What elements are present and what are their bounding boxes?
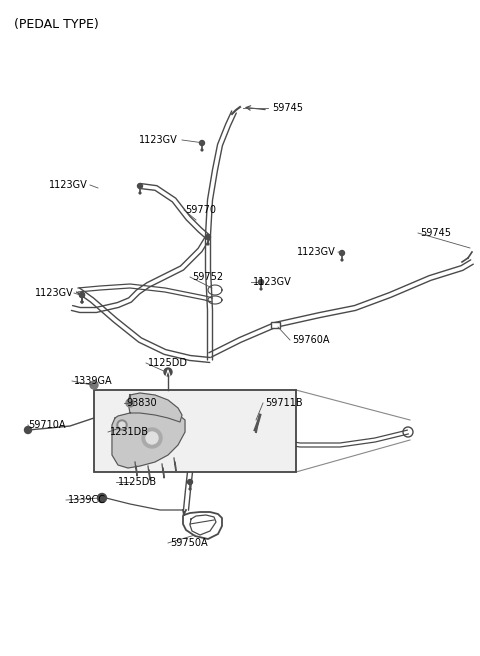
Circle shape: [81, 301, 83, 303]
Circle shape: [119, 422, 125, 428]
Circle shape: [341, 259, 343, 261]
Text: 59710A: 59710A: [28, 420, 65, 430]
Circle shape: [81, 301, 83, 303]
Circle shape: [80, 293, 84, 298]
Text: 1231DB: 1231DB: [110, 427, 149, 437]
Circle shape: [201, 149, 203, 151]
Circle shape: [189, 488, 191, 490]
Circle shape: [137, 184, 143, 188]
Text: 1123GV: 1123GV: [139, 135, 178, 145]
Bar: [271, 322, 279, 328]
Text: 1123GV: 1123GV: [35, 288, 74, 298]
Polygon shape: [128, 393, 182, 422]
Circle shape: [339, 251, 345, 255]
Circle shape: [188, 480, 192, 485]
Circle shape: [164, 368, 172, 376]
Text: 59770: 59770: [185, 205, 216, 215]
Circle shape: [97, 493, 107, 502]
Text: 59745: 59745: [420, 228, 451, 238]
Text: 59760A: 59760A: [292, 335, 329, 345]
Circle shape: [146, 432, 158, 444]
Text: 59711B: 59711B: [265, 398, 302, 408]
Circle shape: [24, 426, 32, 434]
Text: 1123GV: 1123GV: [297, 247, 336, 257]
Text: 1123GV: 1123GV: [253, 277, 292, 287]
Circle shape: [205, 234, 211, 239]
Circle shape: [90, 381, 98, 389]
Circle shape: [200, 140, 204, 146]
Bar: [94, 390, 296, 472]
Circle shape: [259, 279, 264, 285]
Circle shape: [139, 192, 141, 194]
Text: 59750A: 59750A: [170, 538, 208, 548]
Circle shape: [142, 428, 162, 448]
Text: (PEDAL TYPE): (PEDAL TYPE): [14, 18, 99, 31]
Text: 59745: 59745: [272, 103, 303, 113]
Text: 1125DD: 1125DD: [148, 358, 188, 368]
Text: 93830: 93830: [126, 398, 156, 408]
Circle shape: [117, 420, 127, 430]
Text: 1123GV: 1123GV: [49, 180, 88, 190]
Circle shape: [260, 288, 262, 290]
Text: 1125DB: 1125DB: [118, 477, 157, 487]
Polygon shape: [112, 408, 185, 468]
Text: 59752: 59752: [192, 272, 223, 282]
Text: 1339GA: 1339GA: [74, 376, 113, 386]
Circle shape: [80, 293, 84, 298]
Circle shape: [207, 243, 209, 245]
Text: 1339CC: 1339CC: [68, 495, 106, 505]
Circle shape: [126, 399, 134, 407]
